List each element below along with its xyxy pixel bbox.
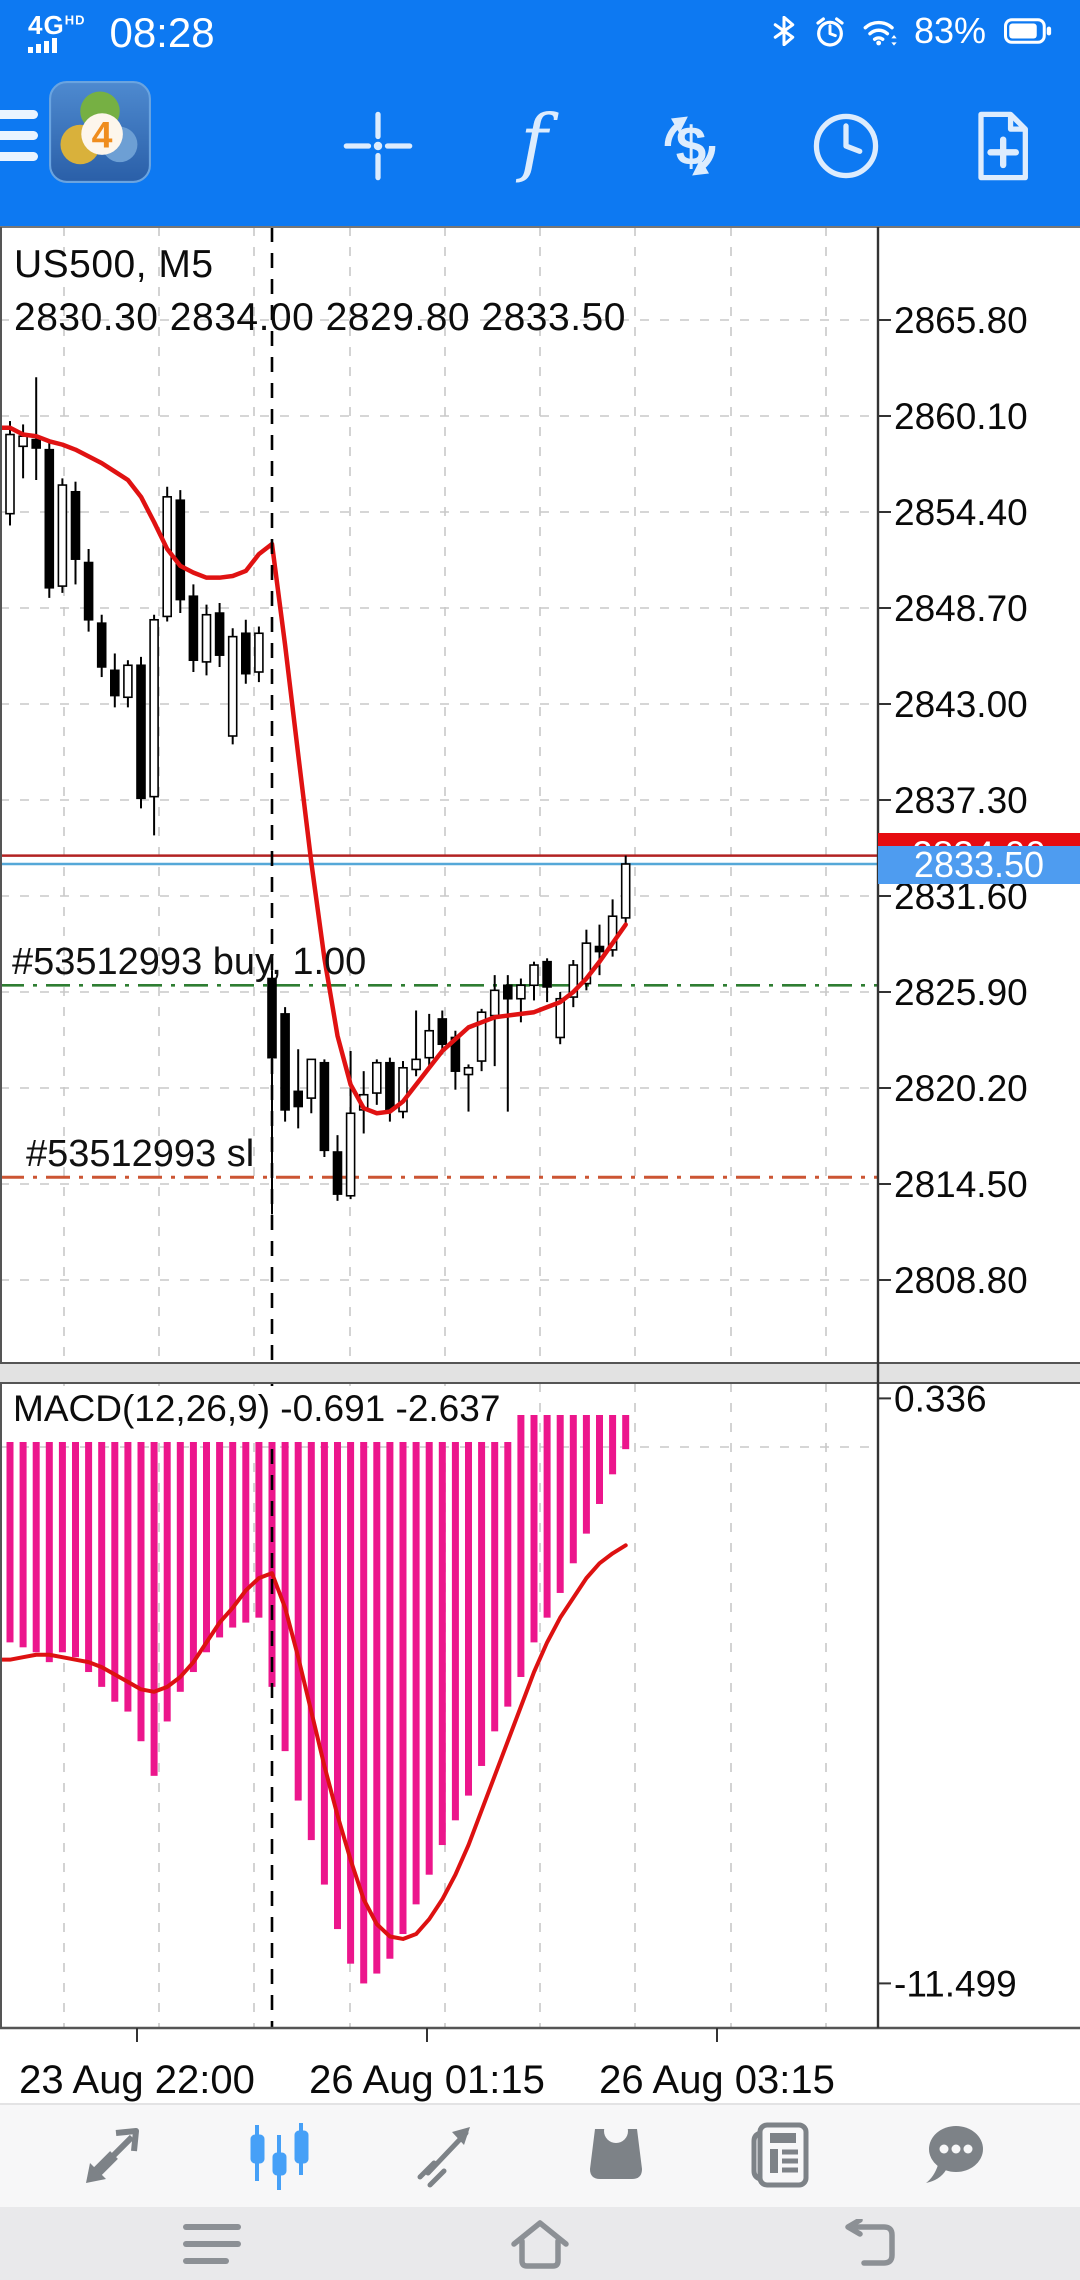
timeframes-icon[interactable] xyxy=(808,108,884,184)
svg-text:2865.80: 2865.80 xyxy=(894,300,1028,341)
svg-text:2820.20: 2820.20 xyxy=(894,1068,1028,1109)
trade-icon[interactable] xyxy=(412,2119,484,2191)
bluetooth-icon xyxy=(773,16,795,46)
status-bar: 4GHD 08:28 xyxy=(0,0,1080,62)
trade-buy-line-label: #53512993 buy, 1.00 xyxy=(12,941,367,983)
menu-icon[interactable] xyxy=(0,110,38,161)
network-type-label: 4G xyxy=(28,10,65,40)
bid-price-tag: 2833.50 xyxy=(878,846,1080,884)
signal-icon: 4GHD xyxy=(28,12,85,53)
back-icon[interactable] xyxy=(838,2219,902,2269)
recents-icon[interactable] xyxy=(180,2219,244,2269)
svg-text:2814.50: 2814.50 xyxy=(894,1164,1028,1205)
crosshair-icon[interactable] xyxy=(340,108,416,184)
battery-icon xyxy=(1004,18,1052,44)
svg-text:4: 4 xyxy=(92,114,113,156)
battery-percent: 83% xyxy=(913,10,986,51)
home-icon[interactable] xyxy=(508,2219,572,2269)
chart-symbol-timeframe: US500, M5 xyxy=(14,243,214,286)
svg-text:23 Aug 22:00: 23 Aug 22:00 xyxy=(19,2058,255,2102)
macd-indicator-label: MACD(12,26,9) -0.691 -2.637 xyxy=(5,1386,517,1442)
chart-ohlc-values: 2830.30 2834.00 2829.80 2833.50 xyxy=(14,296,626,339)
messages-icon[interactable] xyxy=(918,2119,990,2191)
svg-text:2854.40: 2854.40 xyxy=(894,492,1028,533)
svg-text:2843.00: 2843.00 xyxy=(894,684,1028,725)
clock-time: 08:28 xyxy=(109,9,215,56)
indicators-icon[interactable]: f xyxy=(496,108,572,184)
history-icon[interactable] xyxy=(580,2119,652,2191)
ask-price-tag: 2834.00 xyxy=(878,833,1080,846)
mt4-logo[interactable]: 4 xyxy=(48,80,152,184)
svg-text:2825.90: 2825.90 xyxy=(894,972,1028,1013)
charts-icon[interactable] xyxy=(243,2119,315,2191)
svg-text:2837.30: 2837.30 xyxy=(894,780,1028,821)
svg-text:-11.499: -11.499 xyxy=(894,1963,1017,2004)
alarm-icon xyxy=(816,17,844,47)
svg-text:2808.80: 2808.80 xyxy=(894,1260,1028,1301)
wifi-icon xyxy=(863,20,897,46)
app-toolbar: 4 f $ xyxy=(0,62,1080,227)
svg-text:26 Aug 01:15: 26 Aug 01:15 xyxy=(309,2058,545,2102)
news-icon[interactable] xyxy=(746,2119,818,2191)
quotes-icon[interactable] xyxy=(78,2119,150,2191)
svg-text:26 Aug 03:15: 26 Aug 03:15 xyxy=(599,2058,835,2102)
svg-text:2848.70: 2848.70 xyxy=(894,588,1028,629)
svg-text:0.336: 0.336 xyxy=(894,1378,987,1419)
bottom-toolbar xyxy=(0,2103,1080,2209)
svg-text:2860.10: 2860.10 xyxy=(894,396,1028,437)
trade-symbols-icon[interactable]: $ xyxy=(652,108,728,184)
new-order-icon[interactable] xyxy=(962,108,1038,184)
top-blue-bar: 4GHD 08:28 xyxy=(0,0,1080,227)
network-badge: HD xyxy=(64,12,86,28)
trade-sl-line-label: #53512993 sl xyxy=(26,1133,255,1175)
